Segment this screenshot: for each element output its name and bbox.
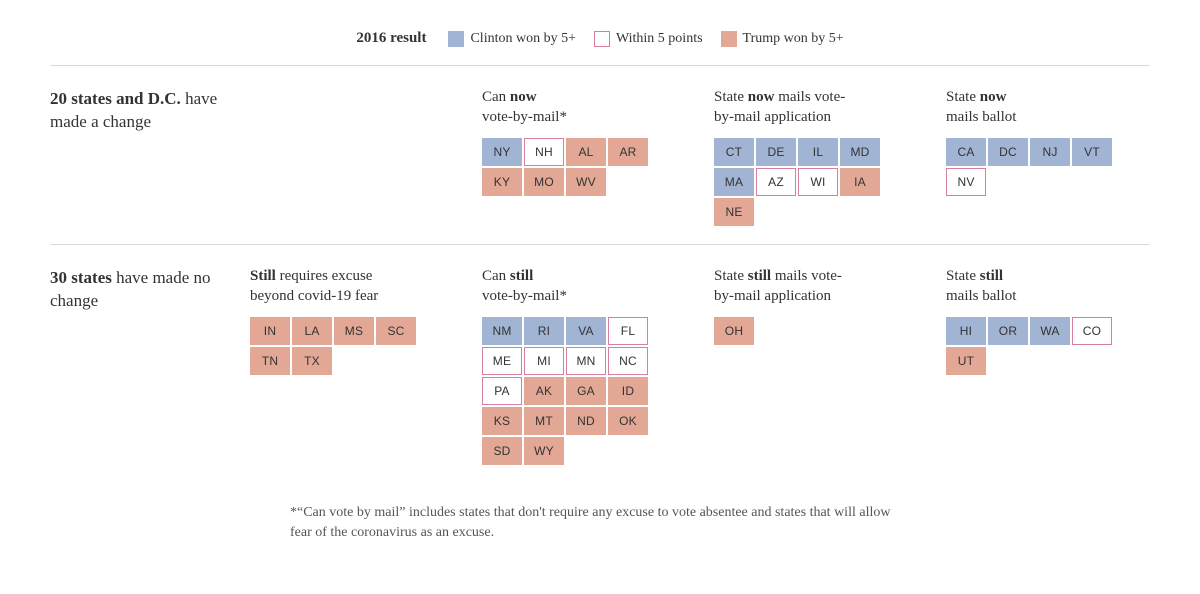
legend-label: Clinton won by 5+ xyxy=(470,31,576,47)
state-cell: FL xyxy=(608,317,648,345)
legend: 2016 result Clinton won by 5+ Within 5 po… xyxy=(50,30,1150,59)
state-cell: MT xyxy=(524,407,564,435)
state-cell: TX xyxy=(292,347,332,375)
state-cell: MS xyxy=(334,317,374,345)
footnote: *“Can vote by mail” includes states that… xyxy=(290,503,910,542)
state-cell: NY xyxy=(482,138,522,166)
state-cell: PA xyxy=(482,377,522,405)
legend-label: Trump won by 5+ xyxy=(743,31,844,47)
group-title: State now mails vote-by-mail application xyxy=(714,88,918,130)
state-cell: CO xyxy=(1072,317,1112,345)
legend-label: Within 5 points xyxy=(616,31,703,47)
legend-swatch xyxy=(594,31,610,47)
state-cell: KS xyxy=(482,407,522,435)
state-cell: AK xyxy=(524,377,564,405)
group: Can nowvote-by-mail* NYNHALAR KYMOWV xyxy=(482,88,686,226)
state-cell: DE xyxy=(756,138,796,166)
group-title: Can nowvote-by-mail* xyxy=(482,88,686,130)
state-grid: CADCNJVT NV xyxy=(946,138,1150,196)
state-cell: OH xyxy=(714,317,754,345)
state-grid: NYNHALAR KYMOWV xyxy=(482,138,686,196)
state-cell: UT xyxy=(946,347,986,375)
group: State stillmails ballot HIORWACO UT xyxy=(946,267,1150,465)
state-cell: NC xyxy=(608,347,648,375)
section: 20 states and D.C. have made a change Can… xyxy=(50,65,1150,244)
state-cell: NV xyxy=(946,168,986,196)
state-cell: VA xyxy=(566,317,606,345)
state-cell: IL xyxy=(798,138,838,166)
state-cell: NM xyxy=(482,317,522,345)
state-cell: KY xyxy=(482,168,522,196)
state-cell: WA xyxy=(1030,317,1070,345)
state-cell: ND xyxy=(566,407,606,435)
state-cell: OR xyxy=(988,317,1028,345)
state-cell: OK xyxy=(608,407,648,435)
state-grid: NMRIVAFL MEMIMNNC PAAKGAID KSMTNDOK SDWY xyxy=(482,317,686,465)
sections-container: 20 states and D.C. have made a change Can… xyxy=(50,65,1150,483)
state-cell: IN xyxy=(250,317,290,345)
state-cell: CT xyxy=(714,138,754,166)
groups: Can nowvote-by-mail* NYNHALAR KYMOWV State … xyxy=(250,88,1150,226)
legend-item: Trump won by 5+ xyxy=(721,31,844,47)
state-cell: NE xyxy=(714,198,754,226)
group-title: State stillmails ballot xyxy=(946,267,1150,309)
state-cell: SD xyxy=(482,437,522,465)
state-cell: WV xyxy=(566,168,606,196)
state-cell: SC xyxy=(376,317,416,345)
state-cell: GA xyxy=(566,377,606,405)
legend-swatch xyxy=(448,31,464,47)
state-cell: LA xyxy=(292,317,332,345)
group: State still mails vote-by-mail applicati… xyxy=(714,267,918,465)
legend-title: 2016 result xyxy=(356,30,426,47)
state-cell: RI xyxy=(524,317,564,345)
state-grid: CTDEILMD MAAZWIIA NE xyxy=(714,138,918,226)
state-grid: HIORWACO UT xyxy=(946,317,1150,375)
state-cell: VT xyxy=(1072,138,1112,166)
group: State now mails vote-by-mail application… xyxy=(714,88,918,226)
state-cell: CA xyxy=(946,138,986,166)
state-cell: DC xyxy=(988,138,1028,166)
state-cell: AR xyxy=(608,138,648,166)
group-title: State nowmails ballot xyxy=(946,88,1150,130)
state-cell: HI xyxy=(946,317,986,345)
state-cell: ME xyxy=(482,347,522,375)
section: 30 states have made no change Still requi… xyxy=(50,244,1150,483)
legend-item: Within 5 points xyxy=(594,31,703,47)
state-cell: MI xyxy=(524,347,564,375)
group: State nowmails ballot CADCNJVT NV xyxy=(946,88,1150,226)
state-cell: TN xyxy=(250,347,290,375)
section-label: 20 states and D.C. have made a change xyxy=(50,88,230,226)
state-cell: MA xyxy=(714,168,754,196)
group-title: State still mails vote-by-mail applicati… xyxy=(714,267,918,309)
group xyxy=(250,88,454,226)
state-cell: MN xyxy=(566,347,606,375)
state-cell: ID xyxy=(608,377,648,405)
state-cell: WY xyxy=(524,437,564,465)
group-title: Still requires excusebeyond covid-19 fea… xyxy=(250,267,454,309)
state-cell: NH xyxy=(524,138,564,166)
state-cell: WI xyxy=(798,168,838,196)
state-cell: IA xyxy=(840,168,880,196)
state-grid: OH xyxy=(714,317,918,345)
group: Can stillvote-by-mail* NMRIVAFL MEMIMNNC PA… xyxy=(482,267,686,465)
legend-swatch xyxy=(721,31,737,47)
state-cell: MD xyxy=(840,138,880,166)
state-cell: AZ xyxy=(756,168,796,196)
group: Still requires excusebeyond covid-19 fea… xyxy=(250,267,454,465)
state-cell: MO xyxy=(524,168,564,196)
section-label: 30 states have made no change xyxy=(50,267,230,465)
legend-item: Clinton won by 5+ xyxy=(448,31,576,47)
state-cell: AL xyxy=(566,138,606,166)
groups: Still requires excusebeyond covid-19 fea… xyxy=(250,267,1150,465)
state-grid: INLAMSSC TNTX xyxy=(250,317,454,375)
state-cell: NJ xyxy=(1030,138,1070,166)
group-title: Can stillvote-by-mail* xyxy=(482,267,686,309)
